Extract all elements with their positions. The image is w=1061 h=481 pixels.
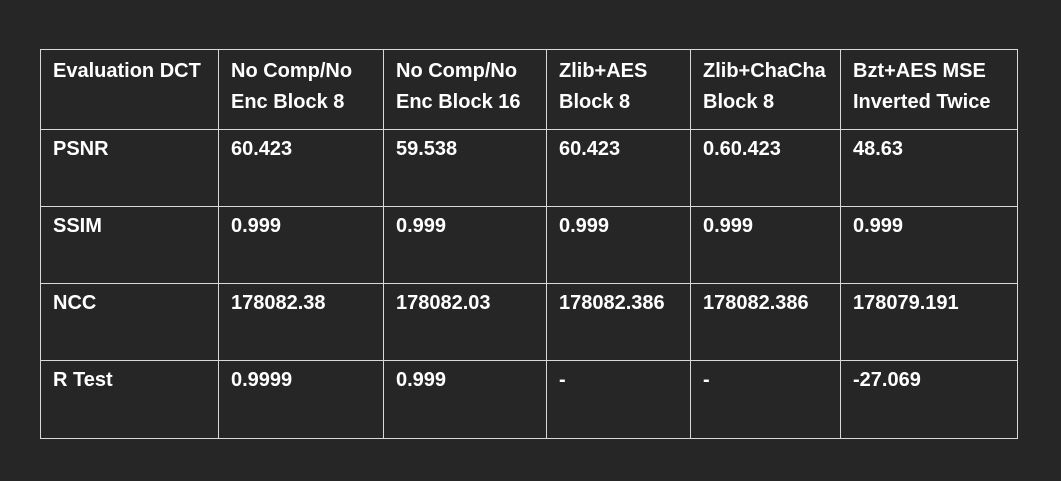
header-cell: Bzt+AES MSE Inverted Twice — [840, 49, 1018, 130]
table-cell: 178082.38 — [218, 283, 384, 361]
header-cell: No Comp/No Enc Block 8 — [218, 49, 384, 130]
table-cell: - — [546, 360, 691, 439]
table-cell: 0.999 — [546, 206, 691, 284]
table-cell: 0.999 — [840, 206, 1018, 284]
table-cell: 59.538 — [383, 129, 547, 207]
header-cell: No Comp/No Enc Block 16 — [383, 49, 547, 130]
row-label: NCC — [40, 283, 219, 361]
table-cell: 178079.191 — [840, 283, 1018, 361]
table-cell: 0.60.423 — [690, 129, 841, 207]
row-label: PSNR — [40, 129, 219, 207]
table-cell: 0.999 — [218, 206, 384, 284]
header-cell: Zlib+ChaCha Block 8 — [690, 49, 841, 130]
table-cell: 0.999 — [383, 360, 547, 439]
table-cell: 60.423 — [546, 129, 691, 207]
table-cell: 178082.03 — [383, 283, 547, 361]
table-cell: -27.069 — [840, 360, 1018, 439]
table-cell: 0.9999 — [218, 360, 384, 439]
table-cell: 178082.386 — [546, 283, 691, 361]
table-cell: 60.423 — [218, 129, 384, 207]
table-cell: 0.999 — [690, 206, 841, 284]
table-header-row: Evaluation DCT No Comp/No Enc Block 8 No… — [40, 49, 1018, 130]
table-cell: 0.999 — [383, 206, 547, 284]
table-cell: 48.63 — [840, 129, 1018, 207]
row-label: R Test — [40, 360, 219, 439]
table-cell: 178082.386 — [690, 283, 841, 361]
header-cell: Zlib+AES Block 8 — [546, 49, 691, 130]
evaluation-table: Evaluation DCT No Comp/No Enc Block 8 No… — [40, 49, 1018, 439]
header-cell-metric: Evaluation DCT — [40, 49, 219, 130]
table-row: R Test 0.9999 0.999 - - -27.069 — [40, 360, 1018, 439]
table-cell: - — [690, 360, 841, 439]
table-row: SSIM 0.999 0.999 0.999 0.999 0.999 — [40, 206, 1018, 284]
table-row: NCC 178082.38 178082.03 178082.386 17808… — [40, 283, 1018, 361]
table-row: PSNR 60.423 59.538 60.423 0.60.423 48.63 — [40, 129, 1018, 207]
row-label: SSIM — [40, 206, 219, 284]
